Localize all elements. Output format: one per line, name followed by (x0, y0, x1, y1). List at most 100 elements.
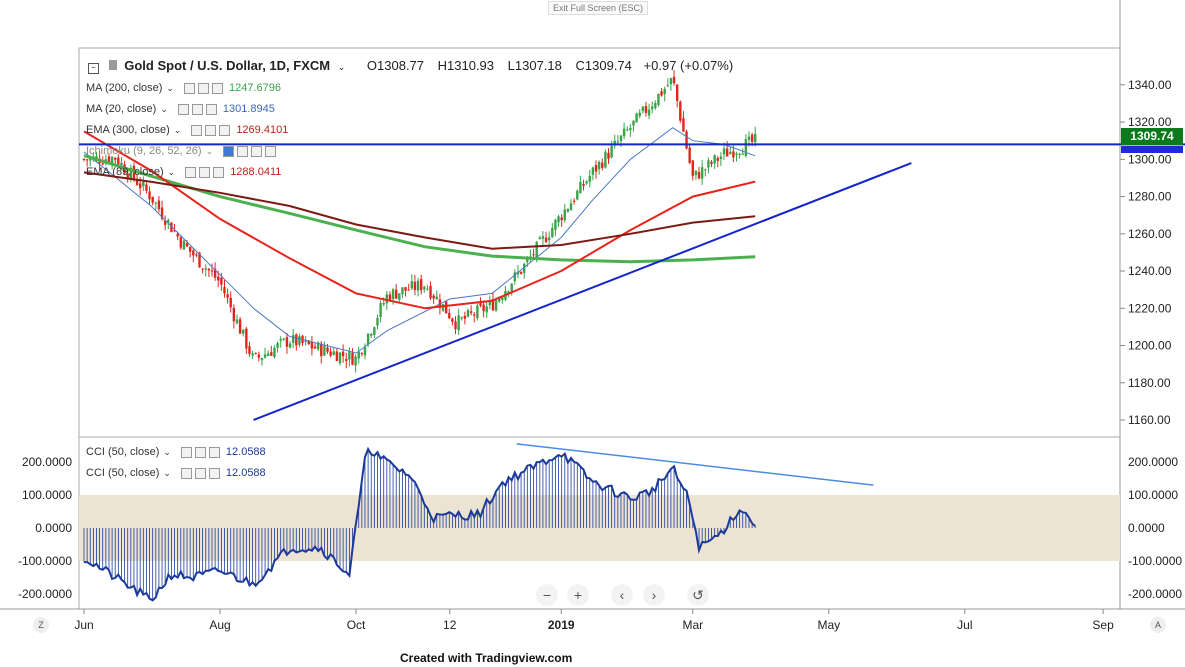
collapse-icon[interactable]: − (88, 63, 99, 74)
reset-chart-button[interactable]: ↺ (687, 584, 709, 606)
candle-body (722, 148, 726, 155)
legend-ema89[interactable]: EMA (89, close) ⌄ 1288.0411 (86, 166, 281, 178)
candle-body (535, 241, 538, 258)
candle-body (729, 151, 732, 155)
chevron-down-icon[interactable]: ⌄ (166, 82, 174, 93)
candle-body (329, 351, 332, 356)
exit-fullscreen-button[interactable]: Exit Full Screen (ESC) (548, 1, 649, 15)
zoom-out-button[interactable]: − (536, 584, 558, 606)
candle-body (476, 305, 479, 319)
symbol-label[interactable]: Gold Spot / U.S. Dollar, 1D, FXCM (124, 58, 331, 73)
candle-body (154, 202, 158, 204)
close-icon[interactable] (219, 124, 231, 136)
legend-cci-1[interactable]: CCI (50, close) ⌄ 12.0588 (86, 446, 266, 458)
legend-cci-2[interactable]: CCI (50, close) ⌄ 12.0588 (86, 467, 266, 479)
auto-scale-button[interactable]: A (1150, 617, 1166, 633)
chevron-down-icon[interactable]: ⌄ (337, 62, 346, 72)
close-icon[interactable] (205, 103, 217, 115)
legend-ichimoku[interactable]: Ichimoku (9, 26, 52, 26) ⌄ (86, 145, 277, 157)
candle-body (679, 101, 682, 121)
y-tick-label: -200.0000 (18, 587, 72, 601)
eye-icon[interactable] (191, 124, 203, 136)
candle-body (107, 156, 111, 163)
candle-body (323, 345, 326, 356)
gear-icon[interactable] (205, 124, 217, 136)
eye-icon[interactable] (185, 166, 197, 178)
chevron-down-icon[interactable]: ⌄ (163, 467, 171, 478)
candle-body (254, 353, 257, 355)
candle-body (379, 302, 382, 317)
candle-body (647, 109, 651, 116)
candle-body (482, 304, 485, 312)
chevron-down-icon[interactable]: ⌄ (173, 124, 182, 135)
legend-ema300[interactable]: EMA (300, close) ⌄ 1269.4101 (86, 124, 288, 136)
scroll-left-button[interactable]: ‹ (611, 584, 633, 606)
settings-icon[interactable] (251, 145, 263, 157)
legend-ma20[interactable]: MA (20, close) ⌄ 1301.8945 (86, 103, 275, 115)
candle-body (738, 153, 741, 155)
chevron-down-icon[interactable]: ⌄ (205, 145, 214, 156)
y-tick-label: 1320.00 (1128, 115, 1172, 129)
y-tick-label: 1160.00 (1128, 413, 1171, 427)
close-icon[interactable] (213, 166, 225, 178)
candle-body (395, 289, 398, 299)
timezone-button[interactable]: Z (33, 617, 49, 633)
candle-body (566, 209, 570, 212)
y-tick-label: 1240.00 (1128, 264, 1172, 278)
last-price-tag: 1309.74 (1121, 128, 1183, 145)
candle-body (148, 191, 151, 200)
candle-body (354, 356, 357, 366)
candle-body (338, 352, 342, 364)
eye-icon[interactable] (177, 103, 189, 115)
gear-icon[interactable] (197, 82, 209, 94)
chart-title-bar: − Gold Spot / U.S. Dollar, 1D, FXCM ⌄ O1… (88, 58, 733, 74)
credit-label: Created with Tradingview.com (400, 651, 573, 665)
candle-body (213, 268, 217, 278)
close-icon[interactable] (265, 145, 277, 157)
candle-body (192, 250, 195, 256)
eye-icon[interactable] (180, 467, 192, 479)
candle-body (316, 342, 320, 350)
candle-body (551, 227, 554, 238)
candle-body (710, 161, 713, 165)
ohlc-low: L1307.18 (507, 58, 562, 73)
candle-body (304, 339, 307, 342)
candle-body (357, 351, 360, 359)
legend-ma200[interactable]: MA (200, close) ⌄ 1247.6796 (86, 82, 281, 94)
x-tick-label: Sep (1092, 618, 1114, 632)
zoom-in-button[interactable]: + (567, 584, 589, 606)
eye-icon[interactable] (180, 446, 192, 458)
candle-body (263, 354, 267, 358)
gear-icon[interactable] (194, 467, 206, 479)
ohlc-high: H1310.93 (437, 58, 495, 73)
gear-icon[interactable] (237, 145, 249, 157)
candle-body (326, 347, 329, 352)
chevron-down-icon[interactable]: ⌄ (160, 103, 168, 114)
candle-body (260, 358, 264, 361)
chevron-down-icon[interactable]: ⌄ (167, 166, 176, 177)
price-pane[interactable] (78, 47, 1121, 438)
horizontal-line-tag (1121, 146, 1183, 153)
close-icon[interactable] (208, 467, 220, 479)
gear-icon[interactable] (199, 166, 211, 178)
chevron-down-icon[interactable]: ⌄ (163, 446, 171, 457)
x-tick-label: Jun (74, 618, 93, 632)
candle-body (257, 354, 261, 358)
candle-body (604, 151, 607, 168)
close-icon[interactable] (208, 446, 220, 458)
close-icon[interactable] (211, 82, 223, 94)
candle-body (182, 240, 186, 250)
candle-body (485, 306, 488, 313)
eye-icon[interactable] (223, 145, 235, 157)
candle-body (298, 336, 301, 345)
legend-value: 12.0588 (225, 446, 266, 458)
x-tick-label: May (817, 618, 840, 632)
gear-icon[interactable] (194, 446, 206, 458)
scroll-right-button[interactable]: › (643, 584, 665, 606)
gear-icon[interactable] (191, 103, 203, 115)
legend-label: Ichimoku (9, 26, 52, 26) (86, 145, 202, 157)
eye-icon[interactable] (183, 82, 195, 94)
candle-body (572, 200, 576, 202)
y-tick-label: 1180.00 (1128, 376, 1171, 390)
